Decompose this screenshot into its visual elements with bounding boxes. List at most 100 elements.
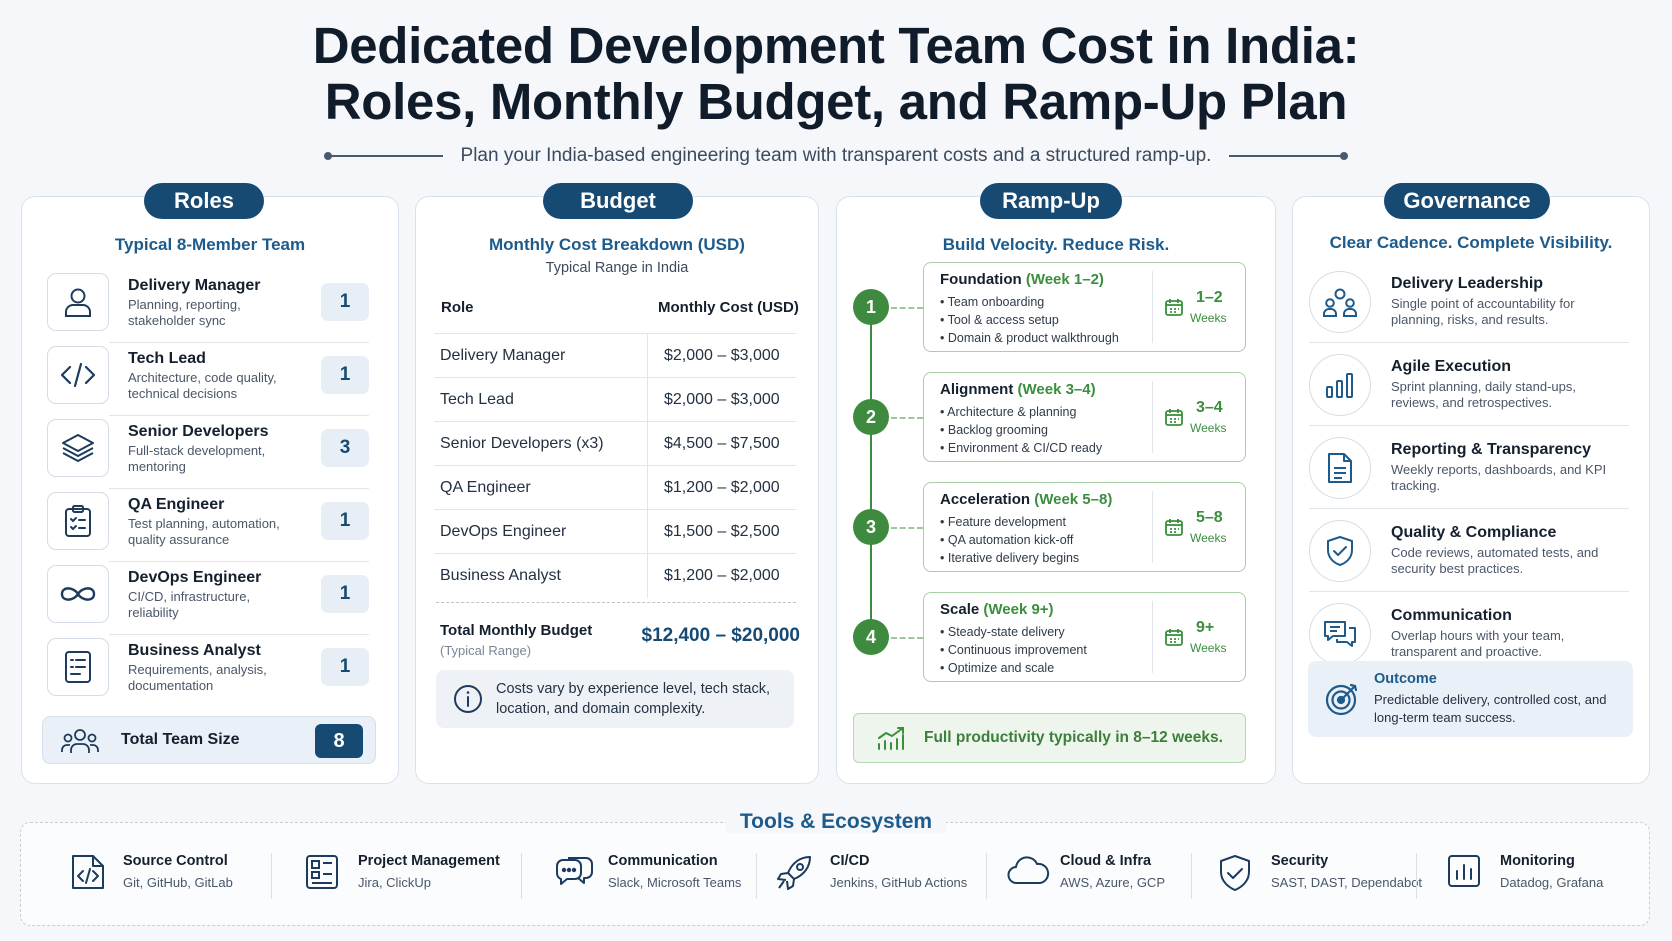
governance-name: Communication (1391, 607, 1512, 624)
row-divider (109, 488, 369, 489)
infinity-icon (47, 565, 109, 623)
budget-cost: $1,500 – $2,500 (664, 523, 780, 540)
tool-name: Project Management (358, 853, 500, 869)
phase-title: Acceleration (Week 5–8) (940, 491, 1112, 508)
governance-item: Quality & Compliance Code reviews, autom… (1309, 514, 1629, 592)
phase-unit: Weeks (1190, 531, 1227, 545)
tool-divider (756, 853, 757, 899)
board-icon (304, 853, 340, 891)
phase-week: (Week 9+) (983, 601, 1054, 618)
col-divider (647, 334, 648, 378)
phase-item: Iterative delivery begins (940, 549, 1079, 567)
phase-divider (1152, 381, 1153, 453)
governance-pill: Governance (1384, 183, 1550, 219)
user-icon (47, 273, 109, 331)
role-name: DevOps Engineer (128, 569, 262, 586)
row-divider (1309, 425, 1629, 426)
phase-name: Scale (940, 601, 980, 618)
page-subtitle: Plan your India-based engineering team w… (460, 145, 1212, 166)
total-divider (436, 602, 796, 603)
phase-item: Optimize and scale (940, 659, 1087, 677)
governance-item: Reporting & Transparency Weekly reports,… (1309, 431, 1629, 509)
phase-list: Feature development QA automation kick-o… (940, 513, 1079, 567)
budget-role: Tech Lead (440, 391, 514, 408)
tool-name: Communication (608, 853, 718, 869)
phase-connector (891, 307, 923, 309)
tool-name: Monitoring (1500, 853, 1575, 869)
phase-card-acceleration: Acceleration (Week 5–8) Feature developm… (923, 482, 1246, 572)
phase-divider (1152, 601, 1153, 673)
tool-desc: Datadog, Grafana (1500, 875, 1604, 890)
ramp-card: Build Velocity. Reduce Risk. 1 Foundatio… (836, 196, 1276, 784)
role-desc: Planning, reporting, stakeholder sync (128, 297, 241, 328)
role-count: 1 (321, 502, 369, 540)
phase-title: Scale (Week 9+) (940, 601, 1054, 618)
phase-title: Alignment (Week 3–4) (940, 381, 1096, 398)
tool-desc: Git, GitHub, GitLab (123, 875, 233, 890)
phase-connector (891, 637, 923, 639)
governance-desc: Sprint planning, daily stand-ups, review… (1391, 379, 1577, 410)
calendar-icon (1164, 627, 1184, 647)
code-icon (47, 346, 109, 404)
roles-card: Typical 8-Member Team Delivery Manager P… (21, 196, 399, 784)
phase-list: Team onboarding Tool & access setup Doma… (940, 293, 1119, 347)
roles-subtitle: Typical 8-Member Team (114, 235, 306, 254)
report-icon (1309, 437, 1371, 499)
total-team-bar: Total Team Size 8 (42, 716, 376, 764)
phase-item: Environment & CI/CD ready (940, 439, 1102, 457)
phase-item: Domain & product walkthrough (940, 329, 1119, 347)
governance-desc: Overlap hours with your team, transparen… (1391, 628, 1565, 659)
role-count: 1 (321, 356, 369, 394)
col-divider (647, 378, 648, 422)
phase-range: 1–2 (1196, 289, 1223, 306)
col-divider (647, 422, 648, 466)
phase-card-alignment: Alignment (Week 3–4) Architecture & plan… (923, 372, 1246, 462)
budget-row: Business Analyst $1,200 – $2,000 (434, 553, 796, 598)
role-desc: Full-stack development, mentoring (128, 443, 266, 474)
role-row: Delivery Manager Planning, reporting, st… (47, 269, 369, 343)
phase-card-foundation: Foundation (Week 1–2) Team onboarding To… (923, 262, 1246, 352)
phase-connector (891, 417, 923, 419)
row-divider (109, 561, 369, 562)
role-name: QA Engineer (128, 496, 225, 513)
phase-item: Architecture & planning (940, 403, 1102, 421)
phase-number: 3 (853, 509, 889, 545)
tool-name: CI/CD (830, 853, 870, 869)
outcome-desc: Predictable delivery, controlled cost, a… (1374, 692, 1607, 725)
calendar-icon (1164, 297, 1184, 317)
budget-cost: $1,200 – $2,000 (664, 567, 780, 584)
phase-week: (Week 5–8) (1034, 491, 1113, 508)
outcome-box: Outcome Predictable delivery, controlled… (1308, 661, 1633, 737)
total-team-label: Total Team Size (121, 731, 240, 748)
monitor-chart-icon (1446, 853, 1482, 889)
budget-pill: Budget (543, 183, 693, 219)
phase-title: Foundation (Week 1–2) (940, 271, 1104, 288)
phase-week: (Week 1–2) (1025, 271, 1104, 288)
phase-item: Team onboarding (940, 293, 1119, 311)
tool-desc: Jenkins, GitHub Actions (830, 875, 968, 890)
tool-desc: Slack, Microsoft Teams (608, 875, 742, 890)
budget-card: Monthly Cost Breakdown (USD) Typical Ran… (415, 196, 819, 784)
row-divider (1309, 508, 1629, 509)
budget-cost: $1,200 – $2,000 (664, 479, 780, 496)
role-count: 1 (321, 648, 369, 686)
row-divider (109, 415, 369, 416)
phase-item: QA automation kick-off (940, 531, 1079, 549)
budget-row: DevOps Engineer $1,500 – $2,500 (434, 509, 796, 554)
budget-role: DevOps Engineer (440, 523, 567, 540)
budget-total-label: Total Monthly Budget (440, 622, 593, 639)
role-count: 1 (321, 575, 369, 613)
subtitle-rule-right (1229, 152, 1349, 160)
budget-total-value: $12,400 – $20,000 (641, 625, 801, 646)
tools-title-wrap: Tools & Ecosystem (0, 810, 1672, 834)
budget-col-cost: Monthly Cost (USD) (658, 299, 799, 316)
governance-item: Communication Overlap hours with your te… (1309, 597, 1629, 675)
budget-row: Senior Developers (x3) $4,500 – $7,500 (434, 421, 796, 466)
phase-item: Steady-state delivery (940, 623, 1087, 641)
calendar-icon (1164, 407, 1184, 427)
phase-unit: Weeks (1190, 421, 1227, 435)
role-row: QA Engineer Test planning, automation, q… (47, 488, 369, 562)
total-team-count: 8 (315, 724, 363, 758)
phase-name: Acceleration (940, 491, 1031, 508)
budget-range-note: Typical Range in India (545, 260, 689, 276)
